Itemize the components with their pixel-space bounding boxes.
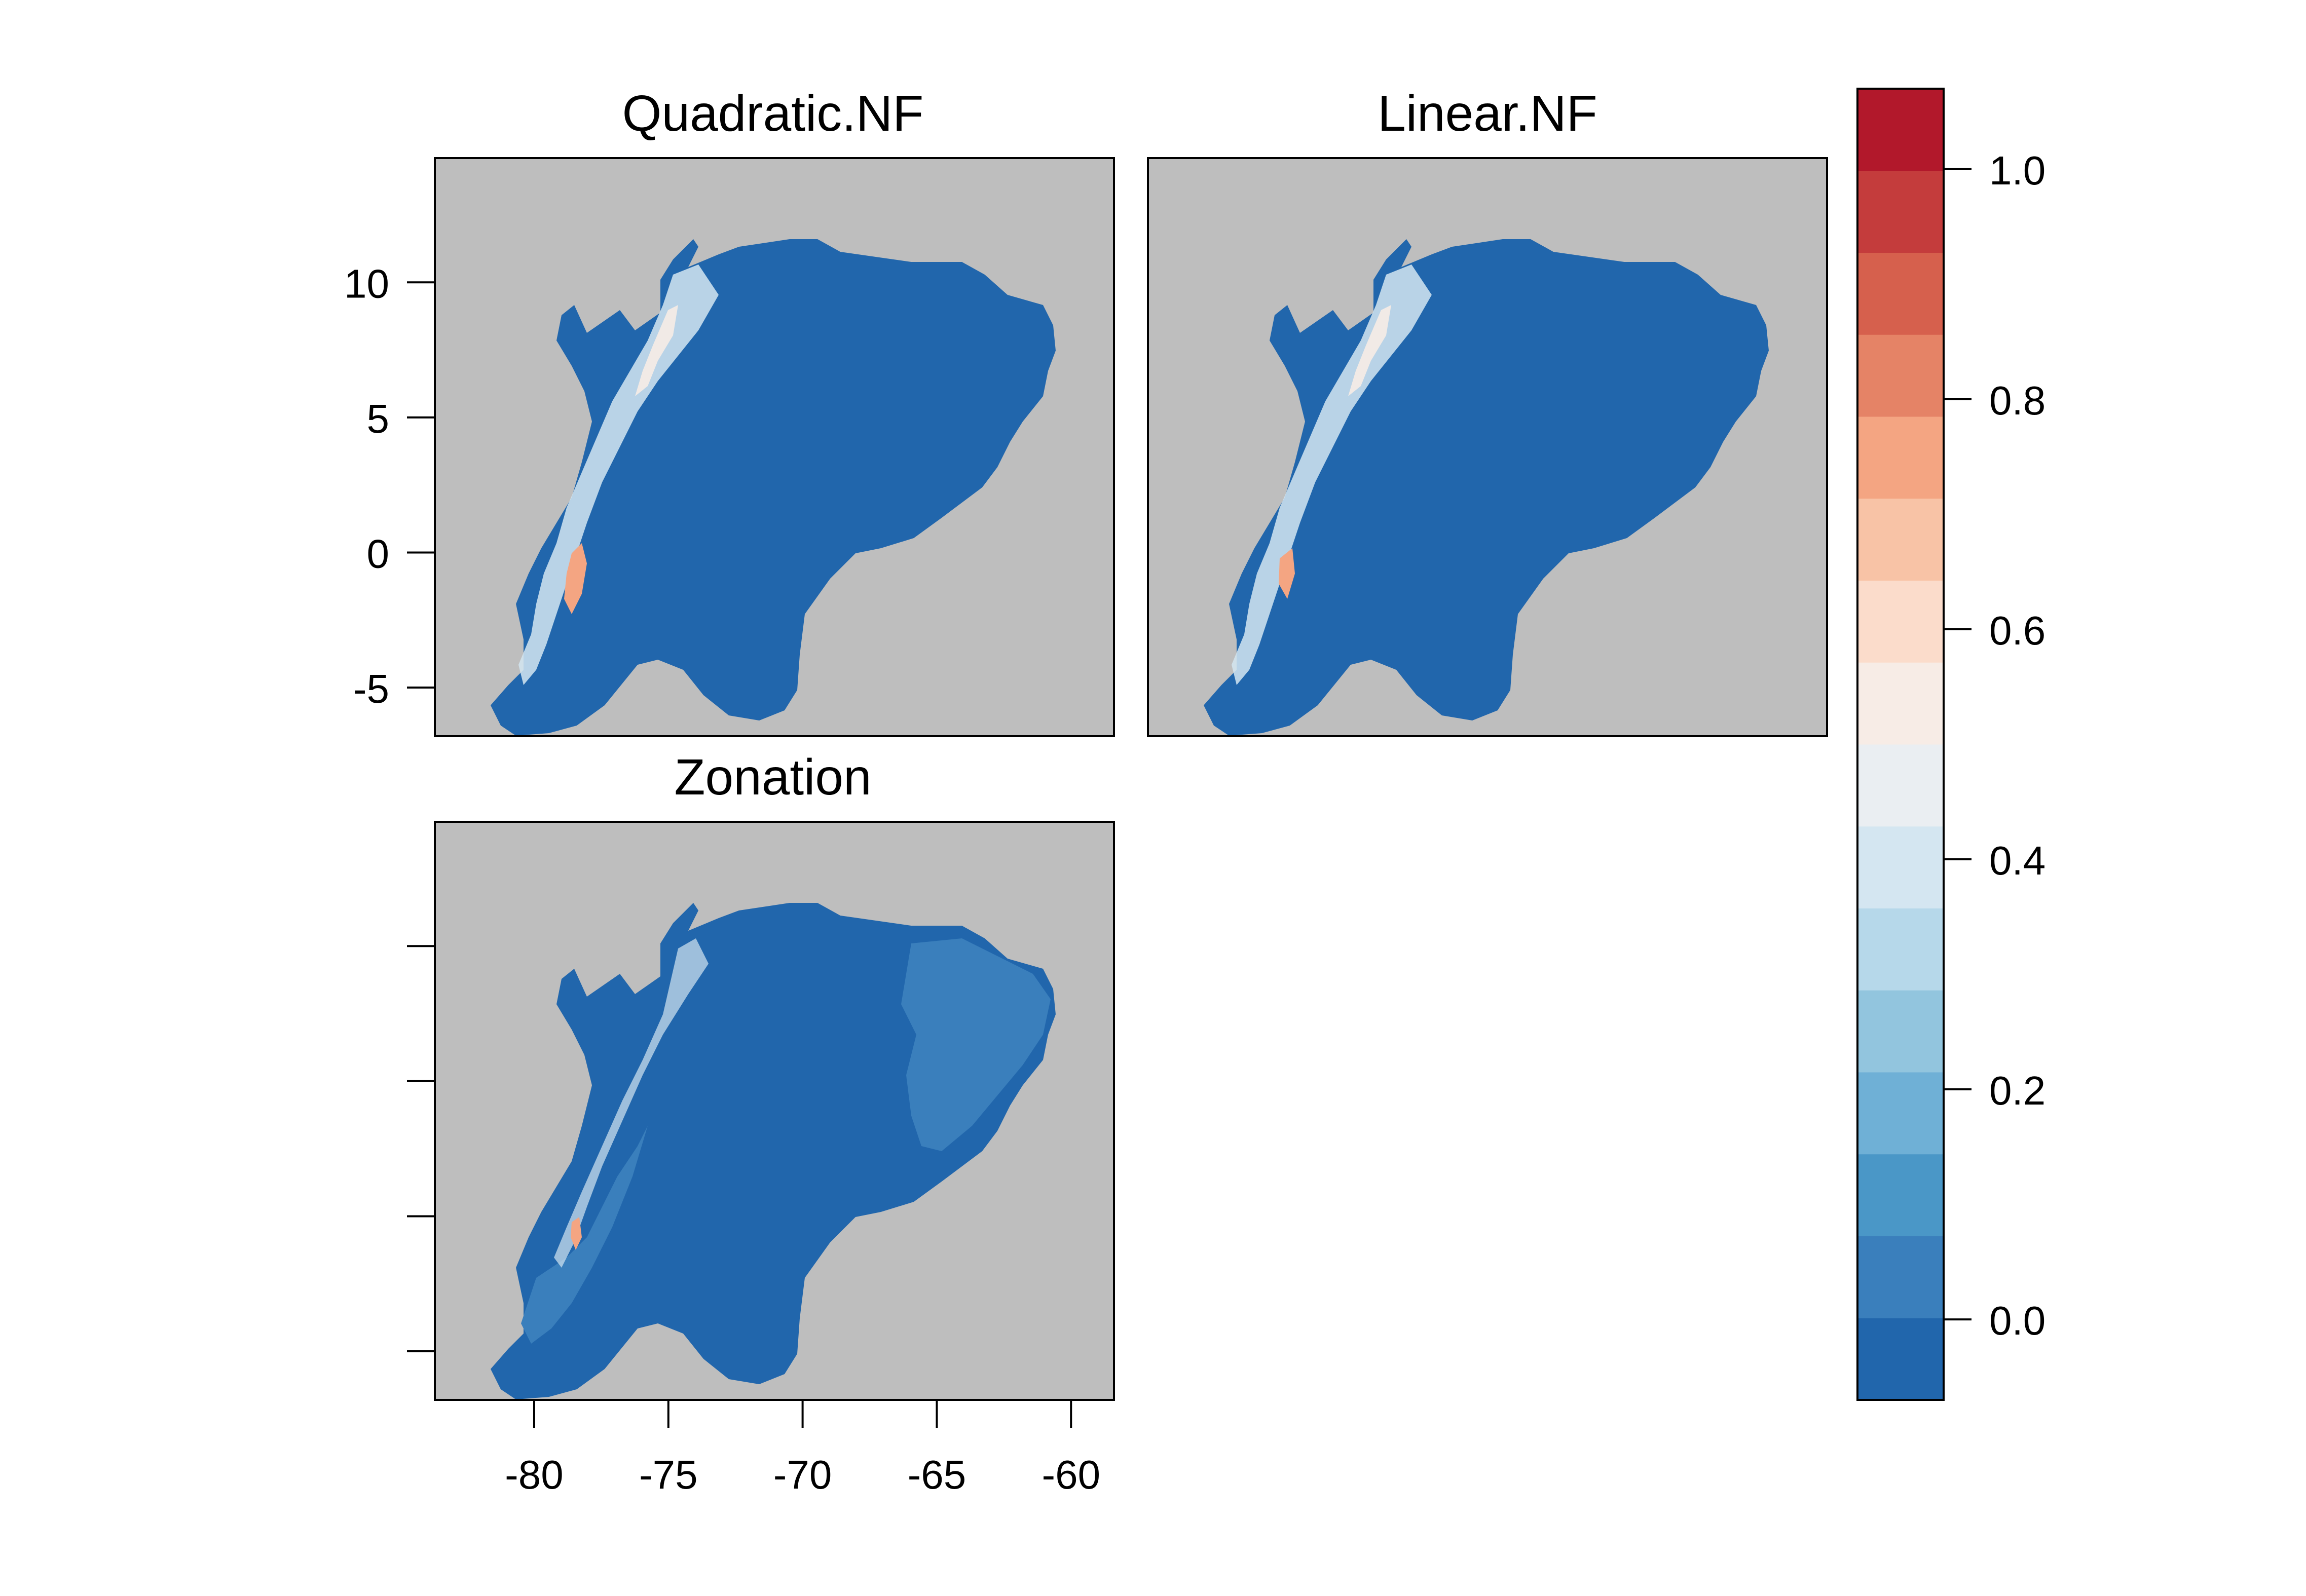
land-mass <box>1204 239 1769 736</box>
land-main <box>491 239 1056 736</box>
panel-title: Zonation <box>674 749 871 806</box>
panel-frame <box>434 821 1115 1401</box>
colorbar-band <box>1857 662 1944 745</box>
colorbar: 0.0 0.2 0.4 0.6 0.8 1.0 <box>1856 88 2045 1401</box>
colorbar-band <box>1857 1318 1944 1400</box>
panel-frame <box>1147 157 1828 737</box>
colorbar-band <box>1857 826 1944 908</box>
x-tick-label: -70 <box>773 1452 832 1497</box>
panel-quadratic: Quadratic.NF <box>434 85 1115 737</box>
colorbar-tick-label: 0.8 <box>1989 378 2045 423</box>
zone-east <box>901 938 1051 1151</box>
colorbar-band <box>1857 334 1944 417</box>
colorbar-tick-label: 1.0 <box>1989 148 2045 193</box>
colorbar-band <box>1857 580 1944 663</box>
x-tick-label: -80 <box>505 1452 564 1497</box>
land-mass <box>491 239 1056 736</box>
colorbar-band <box>1857 908 1944 991</box>
y-tick-label: 5 <box>367 396 390 441</box>
x-tick-label: -75 <box>639 1452 698 1497</box>
ridge-white <box>635 305 678 396</box>
colorbar-tick-label: 0.0 <box>1989 1298 2045 1343</box>
colorbar-ticks: 0.0 0.2 0.4 0.6 0.8 1.0 <box>1944 148 2045 1343</box>
panel-title: Linear.NF <box>1378 85 1597 142</box>
colorbar-tick-label: 0.2 <box>1989 1068 2045 1113</box>
x-axis-bottom: -80 -75 -70 -65 -60 <box>505 1400 1100 1497</box>
y-axis-top: 10 5 0 -5 <box>344 261 435 711</box>
colorbar-band <box>1857 744 1944 827</box>
colorbar-tick-label: 0.4 <box>1989 838 2045 883</box>
land-main <box>1204 239 1769 736</box>
ridge-white <box>1348 305 1391 396</box>
colorbar-tick-label: 0.6 <box>1989 608 2045 653</box>
colorbar-band <box>1857 416 1944 499</box>
ridge-light <box>1232 264 1432 685</box>
colorbar-bands <box>1857 89 1944 1400</box>
colorbar-band <box>1857 89 1944 171</box>
colorbar-band <box>1857 252 1944 335</box>
colorbar-band <box>1857 498 1944 581</box>
panel-zonation: Zonation <box>434 749 1115 1401</box>
panel-frame <box>434 157 1115 737</box>
ridge-light <box>518 264 719 685</box>
y-tick-label: 10 <box>344 261 389 306</box>
ridge-high <box>571 1217 582 1250</box>
y-tick-label: -5 <box>353 666 389 711</box>
colorbar-band <box>1857 1236 1944 1318</box>
land-mass <box>491 903 1056 1399</box>
ridge-high <box>564 543 587 614</box>
colorbar-band <box>1857 1072 1944 1155</box>
colorbar-band <box>1857 170 1944 253</box>
colorbar-band <box>1857 1154 1944 1236</box>
colorbar-frame <box>1856 88 1945 1401</box>
y-axis-bottom <box>407 945 435 1353</box>
y-tick-label: 0 <box>367 531 390 576</box>
x-tick-label: -60 <box>1042 1452 1100 1497</box>
ridge-high <box>1279 548 1295 599</box>
panel-linear: Linear.NF <box>1147 85 1828 737</box>
ridge-light <box>554 938 709 1268</box>
x-tick-label: -65 <box>908 1452 966 1497</box>
zone-west <box>521 1126 648 1344</box>
colorbar-band <box>1857 990 1944 1073</box>
panel-title: Quadratic.NF <box>622 85 924 142</box>
